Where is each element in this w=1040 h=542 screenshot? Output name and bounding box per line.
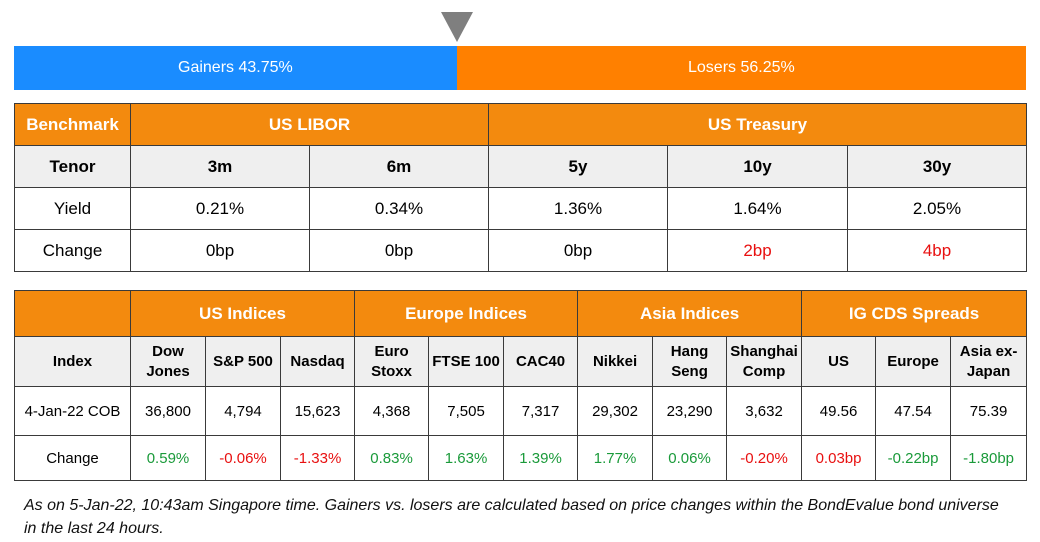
index-names-row: Index Dow Jones S&P 500 Nasdaq Euro Stoxx … bbox=[14, 336, 1028, 387]
change-cell: 1.77% bbox=[577, 435, 654, 481]
index-name-cell: Nikkei bbox=[577, 336, 654, 387]
change-cell: 0bp bbox=[308, 229, 490, 272]
index-name-line1: Nikkei bbox=[592, 352, 638, 370]
index-value-cell: 15,623 bbox=[279, 386, 356, 436]
gainers-segment: Gainers 43.75% bbox=[14, 46, 457, 90]
index-name-cell: Dow Jones bbox=[130, 336, 206, 387]
change-cell: 1.63% bbox=[428, 435, 505, 481]
tenor-row: Tenor 3m 6m 5y 10y 30y bbox=[14, 145, 1028, 188]
index-value-cell: 4,794 bbox=[205, 386, 281, 436]
index-name-line1: Europe bbox=[887, 352, 939, 370]
yield-label: Yield bbox=[14, 187, 131, 230]
index-name-cell: US bbox=[801, 336, 877, 387]
index-value-cell: 75.39 bbox=[950, 386, 1028, 436]
index-name-line1: Hang bbox=[670, 342, 709, 360]
index-name-line1: Asia ex- bbox=[959, 342, 1018, 360]
gainers-losers-bar: Gainers 43.75% Losers 56.25% bbox=[14, 46, 1026, 90]
change-cell: 0.03bp bbox=[801, 435, 877, 481]
change-cell: -1.80bp bbox=[950, 435, 1028, 481]
change-cell: 0bp bbox=[130, 229, 310, 272]
change-cell: 4bp bbox=[847, 229, 1028, 272]
rates-header-row: Benchmark US LIBOR US Treasury bbox=[14, 103, 1028, 146]
change-cell: -1.33% bbox=[279, 435, 356, 481]
yield-cell: 0.34% bbox=[308, 187, 490, 230]
index-value-cell: 29,302 bbox=[577, 386, 654, 436]
index-name-cell: Asia ex- Japan bbox=[950, 336, 1028, 387]
tenor-cell: 10y bbox=[667, 145, 849, 188]
index-value-cell: 23,290 bbox=[652, 386, 728, 436]
change-cell: 0.06% bbox=[652, 435, 728, 481]
index-name-line1: S&P 500 bbox=[213, 352, 273, 370]
index-name-cell: Hang Seng bbox=[652, 336, 728, 387]
index-name-line1: FTSE 100 bbox=[432, 352, 500, 370]
index-name-line1: CAC40 bbox=[515, 352, 566, 370]
index-name-line2: Comp bbox=[742, 362, 786, 380]
change-label: Change bbox=[14, 435, 131, 481]
index-name-line1: US bbox=[828, 352, 849, 370]
index-name-cell: Shanghai Comp bbox=[726, 336, 803, 387]
index-values-row: 4-Jan-22 COB 36,800 4,794 15,623 4,368 7… bbox=[14, 386, 1028, 436]
rates-change-row: Change 0bp 0bp 0bp 2bp 4bp bbox=[14, 229, 1028, 272]
index-value-cell: 47.54 bbox=[875, 386, 952, 436]
date-label: 4-Jan-22 COB bbox=[14, 386, 131, 436]
index-value-cell: 7,317 bbox=[503, 386, 579, 436]
gainers-label: Gainers 43.75% bbox=[178, 59, 293, 76]
index-value-cell: 3,632 bbox=[726, 386, 803, 436]
tenor-cell: 30y bbox=[847, 145, 1028, 188]
asia-indices-header: Asia Indices bbox=[577, 290, 803, 337]
index-name-line1: Shanghai bbox=[730, 342, 798, 360]
index-name-line2: Jones bbox=[146, 362, 190, 380]
yield-cell: 0.21% bbox=[130, 187, 310, 230]
yield-row: Yield 0.21% 0.34% 1.36% 1.64% 2.05% bbox=[14, 187, 1028, 230]
index-name-cell: CAC40 bbox=[503, 336, 579, 387]
us-libor-header: US LIBOR bbox=[129, 103, 490, 146]
change-label: Change bbox=[14, 229, 131, 272]
footnote: As on 5-Jan-22, 10:43am Singapore time. … bbox=[24, 497, 999, 537]
index-value-cell: 36,800 bbox=[130, 386, 206, 436]
index-name-line2: Japan bbox=[966, 362, 1011, 380]
index-value-cell: 4,368 bbox=[354, 386, 430, 436]
index-name-line2: Seng bbox=[671, 362, 708, 380]
losers-label: Losers 56.25% bbox=[688, 59, 795, 76]
change-cell: 0bp bbox=[488, 229, 669, 272]
index-name-cell: Nasdaq bbox=[279, 336, 356, 387]
change-cell: 0.59% bbox=[130, 435, 206, 481]
change-cell: 1.39% bbox=[503, 435, 579, 481]
indices-table: US Indices Europe Indices Asia Indices I… bbox=[14, 290, 1028, 481]
tenor-label: Tenor bbox=[14, 145, 131, 188]
index-name-line1: Nasdaq bbox=[290, 352, 345, 370]
tenor-cell: 6m bbox=[308, 145, 490, 188]
us-indices-header: US Indices bbox=[129, 290, 356, 337]
change-cell: 0.83% bbox=[354, 435, 430, 481]
rates-table: Benchmark US LIBOR US Treasury Tenor 3m … bbox=[14, 103, 1028, 272]
tenor-cell: 5y bbox=[488, 145, 669, 188]
ig-cds-spreads-header: IG CDS Spreads bbox=[801, 290, 1028, 337]
index-name-cell: S&P 500 bbox=[205, 336, 281, 387]
index-name-cell: Europe bbox=[875, 336, 952, 387]
benchmark-header: Benchmark bbox=[14, 103, 131, 146]
us-treasury-header: US Treasury bbox=[488, 103, 1028, 146]
losers-segment: Losers 56.25% bbox=[456, 46, 1026, 90]
indices-header-row: US Indices Europe Indices Asia Indices I… bbox=[14, 290, 1028, 337]
index-value-cell: 7,505 bbox=[428, 386, 505, 436]
yield-cell: 1.36% bbox=[488, 187, 669, 230]
index-change-row: Change 0.59% -0.06% -1.33% 0.83% 1.63% 1… bbox=[14, 435, 1028, 481]
europe-indices-header: Europe Indices bbox=[354, 290, 579, 337]
index-label: Index bbox=[14, 336, 131, 387]
index-name-cell: FTSE 100 bbox=[428, 336, 505, 387]
index-name-cell: Euro Stoxx bbox=[354, 336, 430, 387]
change-cell: -0.20% bbox=[726, 435, 803, 481]
change-cell: 2bp bbox=[667, 229, 849, 272]
yield-cell: 2.05% bbox=[847, 187, 1028, 230]
change-cell: -0.22bp bbox=[875, 435, 952, 481]
indices-corner-cell bbox=[14, 290, 131, 337]
tenor-cell: 3m bbox=[130, 145, 310, 188]
index-name-line1: Dow bbox=[152, 342, 184, 360]
index-value-cell: 49.56 bbox=[801, 386, 877, 436]
yield-cell: 1.64% bbox=[667, 187, 849, 230]
triangle-down-icon bbox=[441, 12, 473, 42]
index-name-line2: Stoxx bbox=[371, 362, 412, 380]
index-name-line1: Euro bbox=[374, 342, 409, 360]
change-cell: -0.06% bbox=[205, 435, 281, 481]
